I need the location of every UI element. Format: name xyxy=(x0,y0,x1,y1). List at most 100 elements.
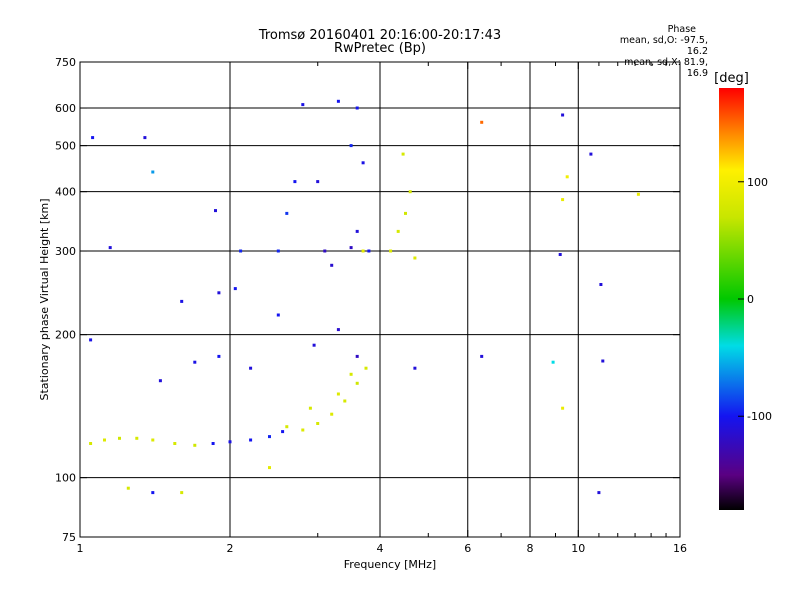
data-point xyxy=(330,412,334,416)
colorbar-tick-label: 0 xyxy=(747,293,754,306)
x-tick-label: 4 xyxy=(377,542,384,555)
data-point xyxy=(151,170,155,174)
data-point xyxy=(349,372,353,376)
y-axis-label: Stationary phase Virtual Height [km] xyxy=(38,198,51,400)
data-point xyxy=(361,161,365,165)
data-point xyxy=(193,360,197,364)
data-point xyxy=(173,442,177,445)
data-point xyxy=(336,99,340,103)
data-point xyxy=(316,422,320,425)
data-point xyxy=(349,246,353,250)
data-point xyxy=(551,360,555,364)
colorbar-tick-label: 100 xyxy=(747,176,768,189)
data-point xyxy=(89,442,93,445)
data-point xyxy=(599,283,603,286)
phase-legend-title: Phase xyxy=(667,24,696,35)
data-point xyxy=(158,379,162,383)
data-point xyxy=(285,425,289,429)
data-point xyxy=(180,491,184,495)
data-point xyxy=(301,103,305,107)
data-point xyxy=(561,198,565,202)
data-point xyxy=(404,211,407,215)
data-point xyxy=(355,106,359,110)
data-point xyxy=(103,438,106,442)
data-point xyxy=(316,180,320,184)
data-point xyxy=(214,209,217,213)
data-point xyxy=(228,440,232,444)
data-point xyxy=(239,249,243,253)
data-point xyxy=(285,211,289,215)
data-point xyxy=(413,256,417,260)
data-point xyxy=(276,313,280,317)
y-tick-label: 600 xyxy=(55,102,76,115)
data-point xyxy=(143,136,147,140)
data-point xyxy=(355,381,359,385)
data-point xyxy=(565,175,569,179)
data-point xyxy=(401,152,405,156)
data-point xyxy=(355,229,359,233)
data-point xyxy=(361,249,365,253)
data-point xyxy=(180,299,184,303)
data-point xyxy=(308,406,312,410)
data-point xyxy=(323,249,327,253)
y-tick-label: 400 xyxy=(55,186,76,199)
x-tick-label: 6 xyxy=(464,542,471,555)
x-tick-label: 2 xyxy=(227,542,234,555)
data-point xyxy=(408,190,412,194)
data-point xyxy=(349,144,353,148)
y-tick-label: 300 xyxy=(55,245,76,258)
data-point xyxy=(268,466,271,470)
data-point xyxy=(589,152,593,156)
data-point xyxy=(636,192,640,196)
data-point xyxy=(293,180,297,184)
data-point xyxy=(389,249,393,253)
data-point xyxy=(276,249,280,253)
data-point xyxy=(413,366,417,370)
data-point xyxy=(601,359,605,363)
data-point xyxy=(89,338,93,342)
data-point xyxy=(281,430,285,434)
data-point xyxy=(126,486,130,490)
data-point xyxy=(211,442,215,445)
data-point xyxy=(249,366,253,370)
data-point xyxy=(268,435,271,439)
data-point xyxy=(336,392,340,396)
data-point xyxy=(233,287,237,291)
data-point xyxy=(597,491,601,495)
data-point xyxy=(301,428,305,432)
data-point xyxy=(118,436,121,440)
y-tick-label: 100 xyxy=(55,472,76,485)
data-point xyxy=(367,249,371,253)
x-tick-label: 16 xyxy=(673,542,687,555)
y-tick-label: 200 xyxy=(55,329,76,342)
colorbar-tick-label: -100 xyxy=(747,410,772,423)
data-point xyxy=(91,136,95,140)
data-point xyxy=(480,120,484,124)
chart-title: Tromsø 20160401 20:16:00-20:17:43 xyxy=(258,28,502,43)
data-point xyxy=(217,291,221,295)
chart-subtitle: RwPretec (Bp) xyxy=(333,41,427,56)
data-point xyxy=(561,406,565,410)
data-point xyxy=(561,113,565,117)
data-point xyxy=(312,343,316,347)
colorbar-label: [deg] xyxy=(714,71,749,86)
data-point xyxy=(151,438,155,442)
data-point xyxy=(249,438,253,442)
y-tick-label: 750 xyxy=(55,56,76,69)
data-point xyxy=(108,246,112,250)
data-point xyxy=(480,354,484,358)
data-point xyxy=(558,253,562,256)
data-point xyxy=(193,443,197,447)
y-tick-label: 500 xyxy=(55,140,76,153)
x-axis-label: Frequency [MHz] xyxy=(344,558,436,571)
data-point xyxy=(135,436,139,440)
data-point xyxy=(336,328,340,332)
x-tick-label: 8 xyxy=(527,542,534,555)
data-point xyxy=(364,366,368,370)
y-tick-label: 75 xyxy=(62,531,76,544)
phase-legend-o: mean, sd,O: -97.5, 16.2 xyxy=(619,35,708,57)
x-tick-label: 1 xyxy=(77,542,84,555)
data-point xyxy=(396,229,400,233)
x-tick-label: 10 xyxy=(571,542,585,555)
